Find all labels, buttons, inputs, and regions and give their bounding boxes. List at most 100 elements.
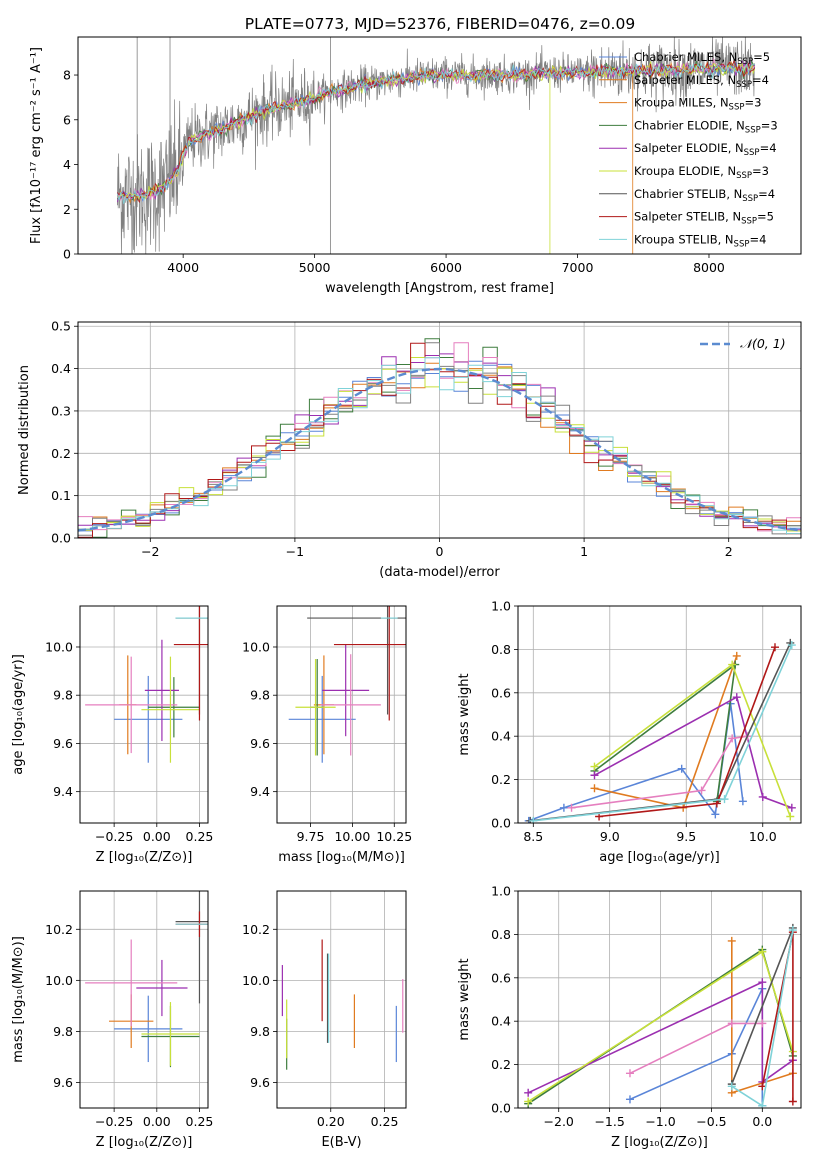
ticks: −0.25 0.00 0.25 9.6 9.8 10.0 10.2 — [45, 922, 213, 1129]
observed-spectrum-line — [117, 37, 756, 254]
axes-massweight_vs_age: 8.5 9.0 9.5 10.0 0.0 0.2 0.4 0.6 0.8 1.0 age [log₁… — [457, 599, 802, 865]
x-axis-label: age [log₁₀(age/yr)] — [599, 850, 720, 865]
x-tick-label: 0 — [436, 544, 444, 559]
plot-area — [277, 891, 406, 1108]
axes-spectrum: 4000 5000 6000 7000 8000 0 2 4 6 8 wavelength [Ang… — [29, 36, 802, 296]
ticks: −0.25 0.00 0.25 9.4 9.6 9.8 10.0 — [45, 639, 213, 844]
x-tick-label: −2.0 — [544, 1114, 574, 1129]
mass-weight-series-8 — [533, 644, 793, 822]
y-tick-label: 10.0 — [242, 973, 270, 988]
x-tick-label: 5000 — [299, 260, 331, 275]
legend-entry: Salpeter ELODIE, NSSP=4 — [634, 141, 777, 158]
plot-area — [116, 37, 756, 254]
spectrum-legend: Chabrier MILES, NSSP=5 Salpeter MILES, NS… — [599, 50, 778, 249]
y-tick-label: 0.2 — [491, 772, 511, 787]
y-tick-label: 0.0 — [51, 531, 71, 546]
y-axis-label: age [log₁₀(age/yr)] — [11, 654, 26, 775]
plus-marker — [788, 926, 797, 935]
errorbar-point-0 — [114, 675, 183, 763]
y-tick-label: 2 — [63, 202, 71, 217]
x-tick-label: 0.0 — [752, 1114, 772, 1129]
x-tick-label: 8.5 — [523, 829, 543, 844]
ticks: 9.75 10.00 10.25 9.4 9.6 9.8 10.0 — [242, 639, 412, 844]
x-tick-label: −2 — [141, 544, 159, 559]
ticks: 0.20 0.25 9.6 9.8 10.0 10.2 — [242, 922, 398, 1129]
legend-entry: Kroupa ELODIE, NSSP=3 — [634, 164, 769, 181]
x-tick-label: 0.00 — [143, 829, 171, 844]
mass-weight-series-2 — [594, 662, 737, 802]
axes-frame — [79, 890, 209, 1109]
x-tick-label: 2 — [725, 544, 733, 559]
errorbar-point-3 — [144, 639, 179, 742]
x-axis-label: (data-model)/error — [379, 565, 500, 580]
legend-entry: Chabrier MILES, NSSP=5 — [634, 50, 770, 67]
plus-marker — [758, 947, 767, 956]
y-axis-label: mass weight — [457, 673, 472, 755]
errorbar-point-5 — [141, 656, 200, 763]
plus-marker — [720, 795, 729, 804]
y-tick-label: 10.0 — [242, 639, 270, 654]
mass-weight-series-3 — [527, 980, 794, 1094]
plus-marker — [524, 1097, 533, 1106]
y-tick-label: 10.2 — [45, 922, 73, 937]
plus-marker — [787, 641, 796, 650]
mass-weight-series-6 — [530, 642, 792, 822]
plot-area — [80, 891, 208, 1108]
x-tick-label: −0.25 — [95, 1114, 133, 1129]
legend-entry: Salpeter STELIB, NSSP=5 — [634, 210, 774, 227]
ticks: −2 −1 0 1 2 0.0 0.1 0.2 0.3 0.4 0.5 — [51, 319, 733, 559]
plus-marker — [786, 812, 795, 821]
x-tick-label: 10.0 — [749, 829, 777, 844]
legend-entry: 𝒩(0, 1) — [740, 336, 786, 351]
errorbar-point-0 — [114, 995, 183, 1063]
axes-residuals: −2 −1 0 1 2 0.0 0.1 0.2 0.3 0.4 0.5 (data-model)/er… — [17, 319, 802, 580]
legend-entry: Kroupa STELIB, NSSP=4 — [634, 232, 766, 249]
y-tick-label: 10.2 — [242, 922, 270, 937]
mass-weight-series-5 — [594, 663, 792, 817]
plus-marker — [697, 786, 706, 795]
x-axis-label: mass [log₁₀(M/M⊙)] — [278, 850, 405, 865]
x-axis-label: Z [log₁₀(Z/Z⊙)] — [96, 1135, 193, 1150]
axes-frame — [517, 890, 802, 1109]
model-spectrum-line-3 — [116, 60, 756, 203]
y-tick-label: 9.6 — [250, 736, 270, 751]
legend-entry: Chabrier STELIB, NSSP=4 — [634, 187, 775, 204]
plus-marker — [727, 936, 736, 945]
x-tick-label: 6000 — [430, 260, 462, 275]
axes-frame — [276, 605, 407, 824]
axes-massweight_vs_Z: −2.0 −1.5 −1.0 −0.5 0.0 0.0 0.2 0.4 0.6 0.8 1.0 Z [… — [457, 884, 802, 1150]
mass-weight-series-0 — [629, 988, 764, 1106]
plus-marker — [738, 797, 747, 806]
mass-weight-series-6 — [731, 927, 794, 1085]
y-tick-label: 0.0 — [491, 816, 511, 831]
errorbar-point-3 — [136, 959, 188, 1017]
x-tick-label: 0.25 — [371, 1114, 399, 1129]
plus-marker — [727, 1019, 736, 1028]
plot-area — [518, 891, 801, 1108]
axes-frame — [77, 36, 802, 255]
plus-marker — [677, 764, 686, 773]
plus-marker — [758, 1101, 767, 1108]
y-axis-label: mass weight — [457, 958, 472, 1040]
x-tick-label: 0.00 — [143, 1114, 171, 1129]
y-axis-label: Normed distribution — [17, 365, 32, 495]
x-tick-label: 8000 — [693, 260, 725, 275]
residual-histogram-6 — [78, 342, 801, 536]
y-tick-label: 0.2 — [491, 1057, 511, 1072]
y-tick-label: 0.0 — [491, 1101, 511, 1116]
plus-marker — [711, 810, 720, 819]
errorbar-point-4 — [85, 656, 178, 754]
y-tick-label: 9.8 — [53, 1024, 73, 1039]
plus-marker — [788, 1097, 797, 1106]
plus-marker — [625, 1069, 634, 1078]
y-tick-label: 9.8 — [53, 688, 73, 703]
x-tick-label: 10.00 — [334, 829, 370, 844]
x-axis-label: Z [log₁₀(Z/Z⊙)] — [611, 1135, 708, 1150]
model-spectrum-line-8 — [116, 62, 755, 204]
x-tick-label: 0.20 — [317, 1114, 345, 1129]
plus-marker — [727, 1082, 736, 1091]
y-tick-label: 0.6 — [491, 970, 511, 985]
legend-entry: Salpeter MILES, NSSP=4 — [634, 73, 769, 90]
axes-frame — [517, 605, 802, 824]
y-tick-label: 0.4 — [51, 361, 71, 376]
